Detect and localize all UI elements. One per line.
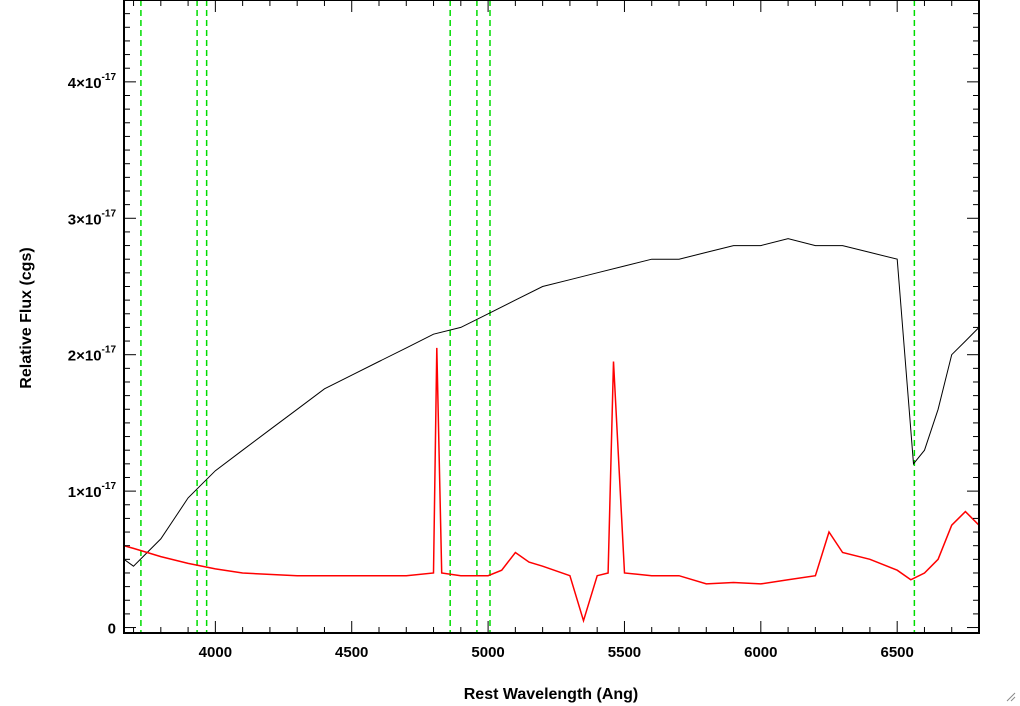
x-axis-title: Rest Wavelength (Ang) <box>464 686 639 703</box>
y-tick-label: 0 <box>108 621 116 638</box>
reference-lines <box>140 0 916 633</box>
y-tick-labels: 0 1×10-17 2×10-17 3×10-17 4×10-17 <box>68 72 117 638</box>
x-tick-label: 5500 <box>608 644 641 661</box>
x-tick-label: 4000 <box>199 644 232 661</box>
y-tick-label: 3×10-17 <box>68 208 117 228</box>
x-tick-label: 4500 <box>335 644 368 661</box>
y-tick-label: 4×10-17 <box>68 72 117 92</box>
series-line-0 <box>124 238 979 567</box>
x-tick-label: 6500 <box>880 644 913 661</box>
plot-area <box>124 0 979 633</box>
y-tick-label: 1×10-17 <box>68 481 117 501</box>
axis-ticks <box>124 0 980 633</box>
x-tick-label: 5000 <box>471 644 504 661</box>
series-line-1 <box>124 347 979 624</box>
x-tick-label: 6000 <box>744 644 777 661</box>
axes-frame <box>123 0 980 634</box>
x-tick-labels: 4000 4500 5000 5500 6000 6500 <box>199 644 914 661</box>
resize-grip-icon[interactable] <box>1004 690 1016 702</box>
y-tick-label: 2×10-17 <box>68 345 117 365</box>
y-axis-title: Relative Flux (cgs) <box>18 247 35 388</box>
plot-border <box>123 0 980 634</box>
series-lines <box>124 238 979 624</box>
